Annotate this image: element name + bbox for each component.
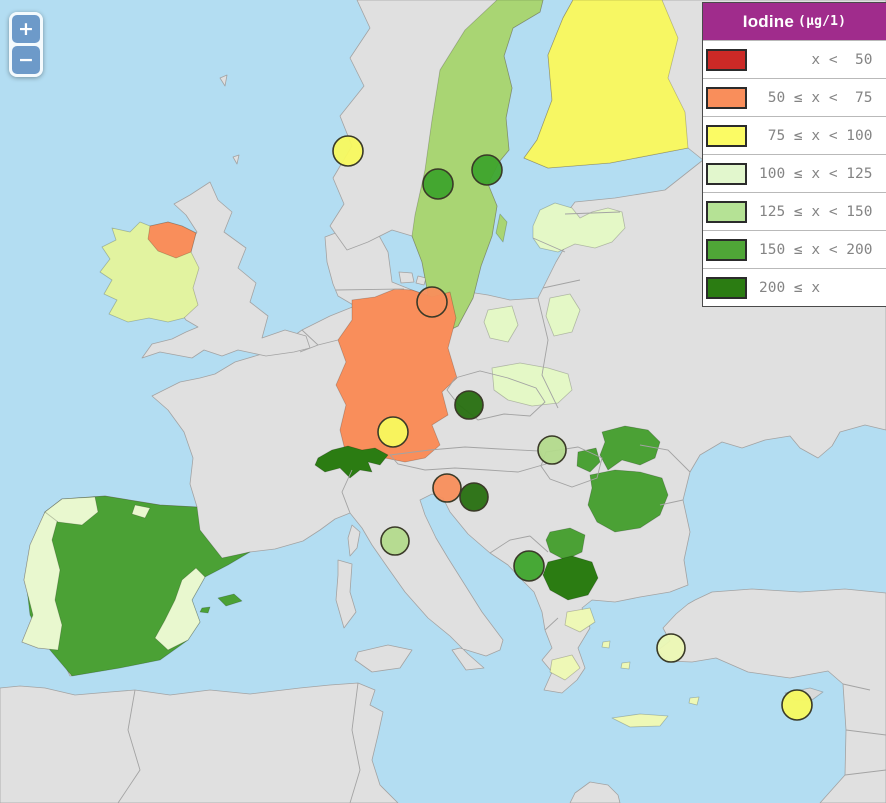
border-balkans: [489, 535, 559, 631]
region-romania-north[interactable]: [599, 425, 661, 471]
region-sardinia: [335, 559, 357, 629]
marker-germany-south[interactable]: [377, 416, 409, 448]
legend-row: 200 ≤ x: [703, 268, 886, 306]
legend-row: 75 ≤ x < 100: [703, 116, 886, 154]
marker-cyprus[interactable]: [781, 689, 813, 721]
zoom-in-button[interactable]: +: [12, 15, 40, 43]
legend-label: 50 ≤ x < 75: [759, 89, 873, 106]
border-ukraine: [639, 444, 691, 506]
legend-header: Iodine (µg/1): [703, 3, 886, 40]
legend-swatch: [706, 48, 747, 71]
border-levant: [842, 683, 886, 776]
region-aegean-isle-1[interactable]: [601, 640, 611, 649]
legend-swatch: [706, 124, 747, 147]
legend-rows: x < 50 50 ≤ x < 75 75 ≤ x < 100 100 ≤ x <…: [703, 40, 886, 306]
region-portugal[interactable]: [21, 511, 63, 651]
legend-swatch: [706, 276, 747, 299]
region-peloponnese[interactable]: [549, 654, 581, 681]
legend-row: 150 ≤ x < 200: [703, 230, 886, 268]
marker-montenegro[interactable]: [513, 550, 545, 582]
legend-swatch: [706, 162, 747, 185]
legend-swatch: [706, 200, 747, 223]
region-libya-coast: [569, 781, 621, 803]
region-navarra[interactable]: [131, 504, 151, 519]
border-denmark-germany: [335, 288, 405, 291]
region-corsica: [347, 524, 361, 557]
region-kosovo[interactable]: [545, 527, 586, 561]
marker-austria-east[interactable]: [537, 435, 567, 465]
legend-label: 75 ≤ x < 100: [759, 127, 873, 144]
zoom-control: + −: [9, 12, 43, 77]
border-czechia: [446, 370, 546, 421]
border-baltics: [532, 211, 621, 289]
legend-title: Iodine: [742, 11, 795, 31]
legend-label: 150 ≤ x < 200: [759, 241, 873, 258]
legend-label: 200 ≤ x: [759, 279, 873, 296]
region-aegean-isle-3[interactable]: [688, 696, 700, 706]
region-north-macedonia[interactable]: [542, 555, 599, 601]
legend-label: x < 50: [759, 51, 873, 68]
border-france-italy: [341, 469, 353, 514]
region-greece-thessaly[interactable]: [564, 607, 596, 633]
marker-italy-central[interactable]: [380, 526, 410, 556]
legend-label: 100 ≤ x < 125: [759, 165, 873, 182]
region-poland-west[interactable]: [483, 305, 519, 343]
region-faroe: [219, 74, 228, 87]
region-balearics[interactable]: [217, 593, 243, 607]
region-galicia[interactable]: [44, 496, 99, 526]
region-switzerland[interactable]: [314, 445, 389, 479]
marker-croatia[interactable]: [459, 482, 489, 512]
region-danish-isle-1: [398, 271, 415, 284]
border-austria: [389, 446, 547, 473]
border-benelux: [299, 329, 339, 353]
region-finland[interactable]: [523, 0, 689, 169]
region-poland-northeast[interactable]: [545, 293, 581, 337]
region-crete[interactable]: [611, 713, 669, 728]
legend-swatch: [706, 238, 747, 261]
legend-row: 125 ≤ x < 150: [703, 192, 886, 230]
border-morocco-algeria: [117, 682, 361, 803]
marker-norway-west[interactable]: [332, 135, 364, 167]
legend-row: x < 50: [703, 40, 886, 78]
region-shetland: [232, 154, 240, 165]
region-aegean-isle-2[interactable]: [620, 661, 631, 670]
border-hungary: [540, 446, 603, 488]
legend-panel: Iodine (µg/1) x < 50 50 ≤ x < 75 75 ≤ x …: [702, 2, 886, 307]
legend-label: 125 ≤ x < 150: [759, 203, 873, 220]
border-poland-east: [537, 297, 559, 409]
region-latvia[interactable]: [532, 202, 626, 253]
region-northern-ireland[interactable]: [147, 221, 197, 259]
marker-slovenia[interactable]: [432, 473, 462, 503]
legend-row: 50 ≤ x < 75: [703, 78, 886, 116]
marker-czechia[interactable]: [454, 390, 484, 420]
marker-turkey-west[interactable]: [656, 633, 686, 663]
marker-sweden-central[interactable]: [422, 168, 454, 200]
legend-row: 100 ≤ x < 125: [703, 154, 886, 192]
region-danish-isle-2: [415, 275, 427, 286]
marker-sweden-east[interactable]: [471, 154, 503, 186]
region-romania-south[interactable]: [587, 469, 669, 533]
legend-unit: (µg/1): [798, 14, 847, 29]
marker-germany-north[interactable]: [416, 286, 448, 318]
legend-swatch: [706, 86, 747, 109]
region-balearics-small[interactable]: [199, 606, 211, 614]
region-sicily: [354, 644, 413, 673]
region-north-africa: [0, 682, 399, 803]
region-gotland[interactable]: [495, 213, 508, 243]
zoom-out-button[interactable]: −: [12, 46, 40, 74]
region-valencia[interactable]: [154, 567, 206, 651]
